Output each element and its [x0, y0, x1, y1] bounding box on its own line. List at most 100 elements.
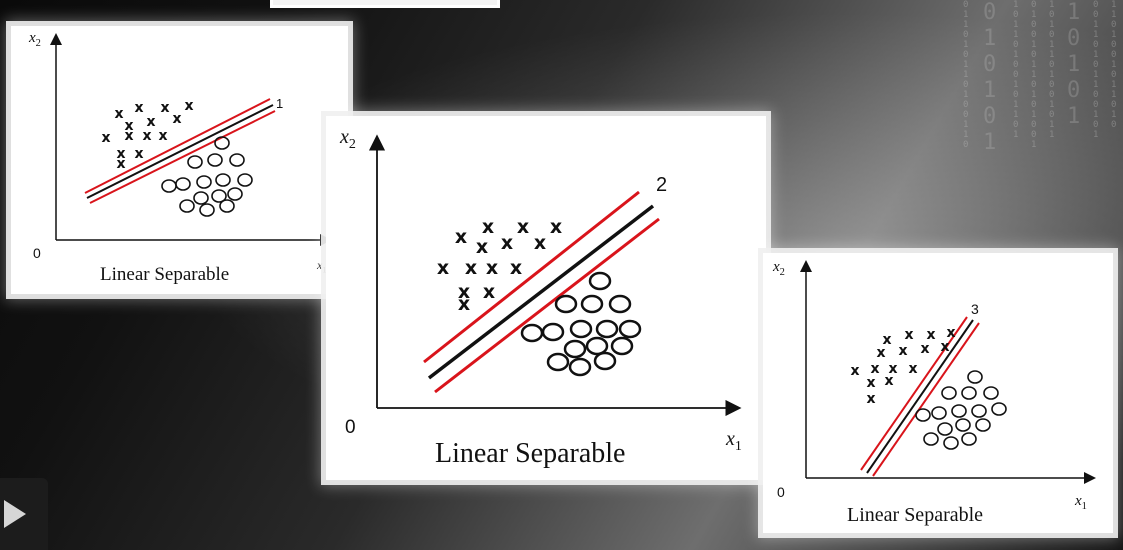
- circle-marker: [196, 175, 212, 189]
- cross-marker: x: [116, 156, 125, 172]
- cross-marker: x: [437, 257, 449, 279]
- cross-marker: x: [455, 226, 467, 248]
- x-axis-label: x1: [726, 428, 742, 454]
- circle-marker: [569, 319, 593, 339]
- cross-marker: x: [458, 293, 470, 315]
- circle-marker: [175, 177, 191, 191]
- cross-marker: x: [486, 257, 498, 279]
- circle-marker: [983, 386, 999, 400]
- cross-marker: x: [940, 339, 949, 355]
- cross-marker: x: [146, 114, 155, 130]
- circle-marker: [961, 386, 977, 400]
- x-axis-label: x1: [317, 258, 327, 275]
- circle-marker: [955, 418, 971, 432]
- circle-marker: [219, 199, 235, 213]
- circle-marker: [563, 339, 587, 359]
- origin-label: 0: [33, 245, 41, 261]
- cross-marker: x: [124, 118, 133, 134]
- circle-marker: [951, 404, 967, 418]
- cross-marker: x: [482, 216, 494, 238]
- cross-marker: x: [946, 325, 955, 341]
- cross-marker: x: [134, 100, 143, 116]
- cross-marker: x: [876, 345, 885, 361]
- cross-marker: x: [476, 236, 488, 258]
- circle-marker: [971, 404, 987, 418]
- circle-marker: [214, 136, 230, 150]
- cross-marker: x: [882, 332, 891, 348]
- y-axis-label: x2: [340, 126, 356, 152]
- circle-marker: [915, 408, 931, 422]
- panel-caption: Linear Separable: [847, 504, 984, 526]
- circle-marker: [975, 418, 991, 432]
- panel-3-plot: x x x xx x x xx x x xx xx: [800, 260, 1096, 484]
- cross-marker: x: [483, 281, 495, 303]
- cross-marker: x: [888, 361, 897, 377]
- circle-marker: [923, 432, 939, 446]
- circle-marker: [608, 294, 632, 314]
- origin-label: 0: [345, 417, 356, 438]
- circle-marker: [193, 191, 209, 205]
- cross-marker: x: [184, 98, 193, 114]
- cross-marker: x: [920, 341, 929, 357]
- circle-marker: [211, 189, 227, 203]
- margin-line-lower: [89, 110, 276, 204]
- circle-marker: [215, 173, 231, 187]
- cross-marker: x: [160, 100, 169, 116]
- circle-marker: [187, 155, 203, 169]
- cross-marker: x: [465, 257, 477, 279]
- circle-marker: [229, 153, 245, 167]
- circle-marker: [179, 199, 195, 213]
- play-button[interactable]: [0, 478, 48, 550]
- circle-marker: [961, 432, 977, 446]
- cross-marker: x: [884, 373, 893, 389]
- cross-marker: x: [458, 281, 470, 303]
- line-number-label: 1: [276, 96, 284, 111]
- line-number-label: 2: [656, 174, 668, 196]
- circle-marker: [554, 294, 578, 314]
- cross-marker: x: [904, 327, 913, 343]
- margin-line-upper: [423, 190, 640, 364]
- cross-marker: x: [866, 375, 875, 391]
- circle-marker: [610, 336, 634, 356]
- circle-marker: [588, 271, 612, 291]
- margin-line-lower: [872, 322, 980, 477]
- cross-marker: x: [898, 343, 907, 359]
- panel-2-plot: x x x xx x xx x x xx xx: [368, 134, 742, 417]
- cross-marker: x: [158, 128, 167, 144]
- cross-marker: x: [510, 257, 522, 279]
- circle-marker: [541, 322, 565, 342]
- cross-marker: x: [116, 146, 125, 162]
- cross-marker: x: [114, 106, 123, 122]
- circle-marker: [595, 319, 619, 339]
- margin-line-upper: [84, 98, 271, 194]
- circle-marker: [546, 352, 570, 372]
- x-axis-label: x1: [1075, 493, 1087, 512]
- cross-marker: x: [517, 216, 529, 238]
- margin-line-lower: [434, 217, 660, 394]
- circle-marker: [937, 422, 953, 436]
- circle-marker: [593, 351, 617, 371]
- line-number-label: 3: [971, 301, 979, 317]
- circle-marker: [943, 436, 959, 450]
- decision-line: [86, 104, 274, 199]
- cross-marker: x: [134, 146, 143, 162]
- cross-marker: x: [501, 232, 513, 254]
- circle-marker: [199, 203, 215, 217]
- circle-marker: [207, 153, 223, 167]
- cross-marker: x: [101, 130, 110, 146]
- circle-marker: [967, 370, 983, 384]
- slide-title-bar: [270, 0, 500, 8]
- cross-marker: x: [870, 361, 879, 377]
- circle-marker: [580, 294, 604, 314]
- cross-marker: x: [866, 391, 875, 407]
- circle-marker: [568, 357, 592, 377]
- cross-marker: x: [850, 363, 859, 379]
- binary-digits-decoration: 0 1 1 0 1 0 1 1 0 1 0 0 1 1 0 0 1 0 1 0 …: [963, 0, 1117, 155]
- panel-caption: Linear Separable: [100, 264, 230, 285]
- y-axis-label: x2: [773, 259, 785, 278]
- circle-marker: [237, 173, 253, 187]
- origin-label: 0: [777, 484, 785, 500]
